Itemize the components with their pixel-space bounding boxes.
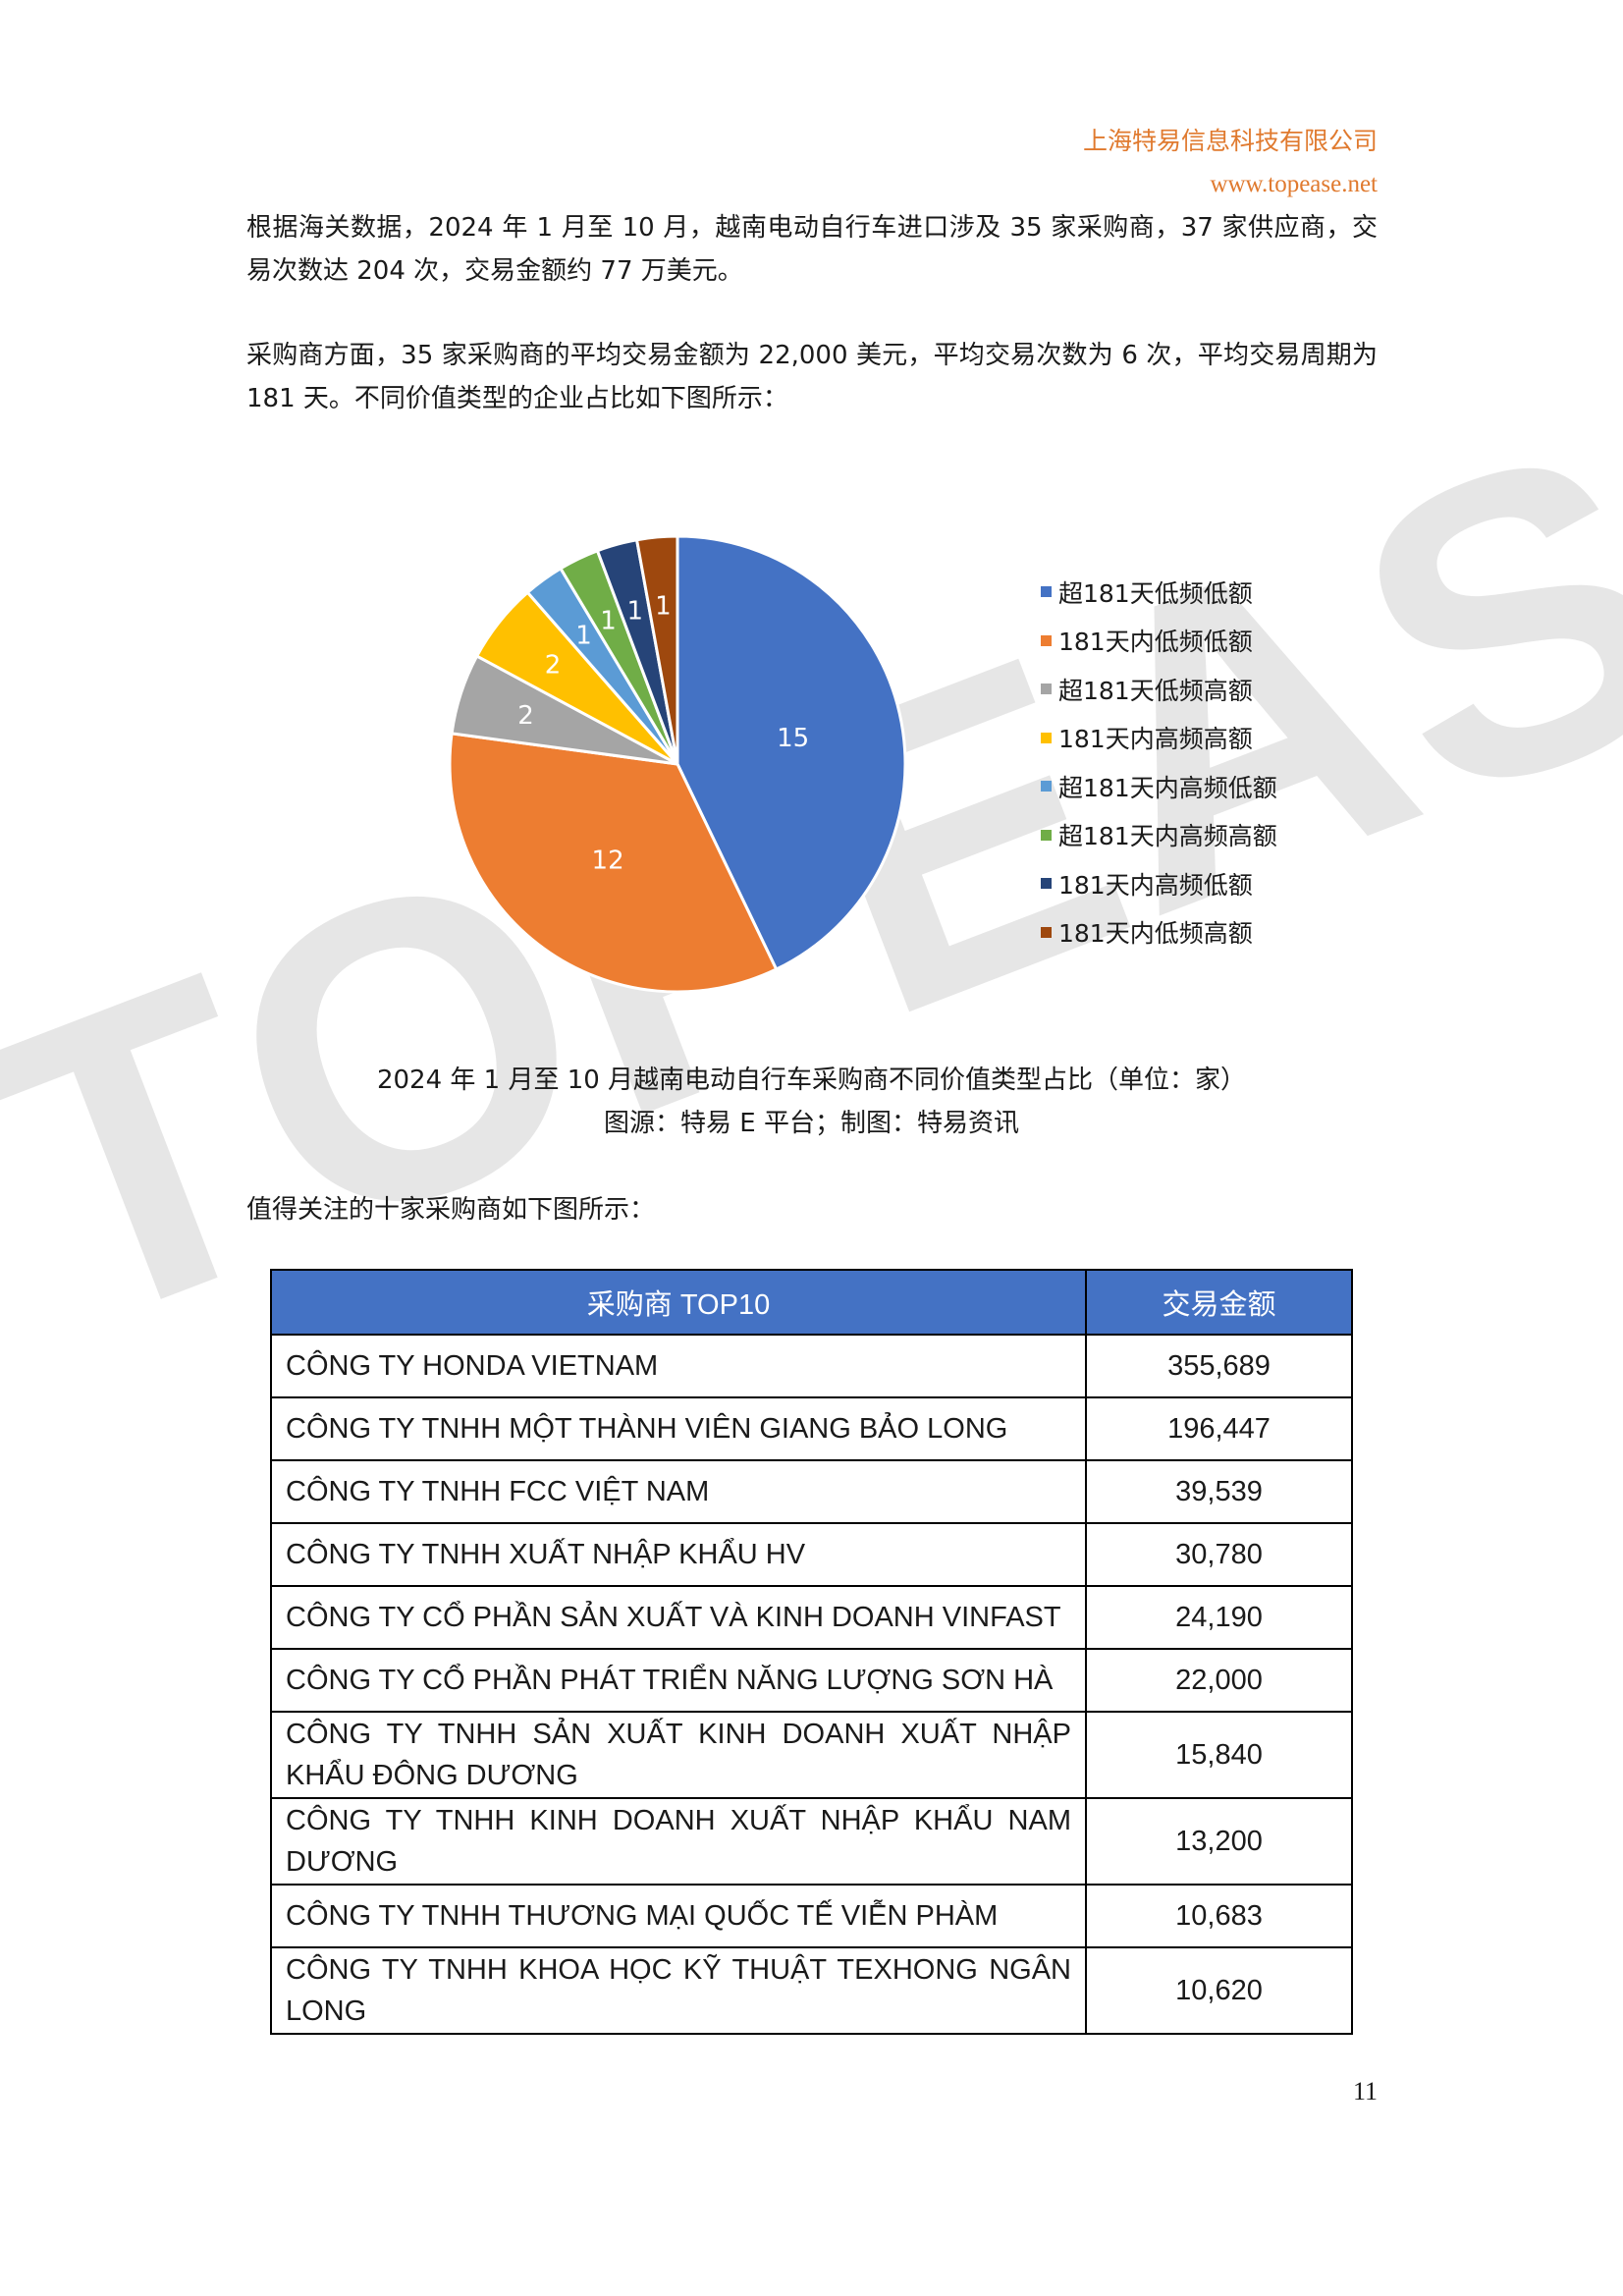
pie-data-label: 1 (655, 591, 672, 621)
buyer-amount: 355,689 (1085, 1334, 1353, 1398)
buyer-name: CÔNG TY TNHH FCC VIỆT NAM (270, 1459, 1087, 1524)
legend-swatch (1041, 781, 1052, 793)
legend-swatch (1041, 634, 1052, 646)
header-amount: 交易金额 (1085, 1269, 1353, 1336)
table-row: CÔNG TY CỔ PHẦN SẢN XUẤT VÀ KINH DOANH V… (270, 1585, 1353, 1650)
buyer-amount: 15,840 (1085, 1711, 1353, 1799)
pie-slice (448, 732, 779, 994)
legend-swatch (1041, 926, 1052, 938)
legend-label: 181天内低频低额 (1058, 628, 1253, 657)
legend-swatch (1041, 586, 1052, 598)
table-row: CÔNG TY TNHH KHOA HỌC KỸ THUẬT TEXHONG N… (270, 1946, 1353, 2035)
legend-swatch (1041, 732, 1052, 743)
legend-label: 181天内高频低额 (1058, 870, 1253, 900)
buyer-name: CÔNG TY CỔ PHẦN PHÁT TRIỂN NĂNG LƯỢNG SƠ… (270, 1648, 1087, 1713)
buyer-name: CÔNG TY TNHH KHOA HỌC KỸ THUẬT TEXHONG N… (270, 1946, 1087, 2035)
pie-data-label: 15 (777, 724, 809, 753)
table-row: CÔNG TY TNHH XUẤT NHẬP KHẨU HV 30,780 (270, 1522, 1353, 1587)
header-url: www.topease.net (1210, 171, 1378, 197)
table-row: CÔNG TY TNHH SẢN XUẤT KINH DOANH XUẤT NH… (270, 1711, 1353, 1799)
buyer-name: CÔNG TY TNHH MỘT THÀNH VIÊN GIANG BẢO LO… (270, 1396, 1087, 1461)
paragraph-buyers: 采购商方面，35 家采购商的平均交易金额为 22,000 美元，平均交易次数为 … (246, 341, 1378, 413)
chart-legend: 超181天低频低额 181天内低频低额 超181天低频高额 181天内高频高额 超181… (1041, 568, 1277, 957)
pie-slice (634, 534, 679, 765)
top10-buyers-table: 采购商 TOP10 交易金额 CÔNG TY HONDA VIETNAM 355… (270, 1269, 1353, 2035)
buyer-name: CÔNG TY TNHH KINH DOANH XUẤT NHẬP KHẨU N… (270, 1797, 1087, 1886)
header-company: 上海特易信息科技有限公司 (1082, 127, 1378, 155)
buyer-name: CÔNG TY CỔ PHẦN SẢN XUẤT VÀ KINH DOANH V… (270, 1585, 1087, 1650)
buyer-name: CÔNG TY TNHH XUẤT NHẬP KHẨU HV (270, 1522, 1087, 1587)
legend-label: 超181天内高频低额 (1058, 773, 1277, 802)
pie-data-label: 1 (575, 622, 592, 651)
legend-item: 超181天低频低额 (1041, 568, 1277, 617)
pie-data-label: 2 (545, 651, 562, 681)
chart-caption: 2024 年 1 月至 10 月越南电动自行车采购商不同价值类型占比（单位：家） (376, 1066, 1247, 1095)
chart-source: 图源：特易 E 平台；制图：特易资讯 (604, 1109, 1019, 1138)
buyer-amount: 13,200 (1085, 1797, 1353, 1886)
buyer-amount: 22,000 (1085, 1648, 1353, 1713)
legend-label: 超181天低频高额 (1058, 676, 1253, 705)
table-row: CÔNG TY TNHH MỘT THÀNH VIÊN GIANG BẢO LO… (270, 1396, 1353, 1461)
buyer-amount: 39,539 (1085, 1459, 1353, 1524)
header-buyer: 采购商 TOP10 (270, 1269, 1087, 1336)
pie-slice (676, 534, 907, 972)
table-row: CÔNG TY TNHH FCC VIỆT NAM 39,539 (270, 1459, 1353, 1524)
legend-label: 超181天低频低额 (1058, 578, 1253, 608)
legend-swatch (1041, 878, 1052, 890)
buyer-amount: 10,620 (1085, 1946, 1353, 2035)
table-row: CÔNG TY TNHH KINH DOANH XUẤT NHẬP KHẨU N… (270, 1797, 1353, 1886)
buyer-amount: 30,780 (1085, 1522, 1353, 1587)
legend-swatch (1041, 683, 1052, 695)
buyer-amount: 24,190 (1085, 1585, 1353, 1650)
legend-label: 181天内高频高额 (1058, 725, 1253, 754)
pie-data-label: 2 (517, 701, 534, 731)
pie-data-label: 12 (592, 847, 624, 876)
legend-item: 超181天低频高额 (1041, 665, 1277, 714)
legend-label: 181天内低频高额 (1058, 919, 1253, 949)
pie-data-label: 1 (600, 607, 617, 636)
page-number: 11 (1352, 2077, 1378, 2105)
legend-item: 181天内高频低额 (1041, 859, 1277, 908)
paragraph-customs: 根据海关数据，2024 年 1 月至 10 月，越南电动自行车进口涉及 35 家… (246, 213, 1378, 286)
table-row: CÔNG TY TNHH THƯƠNG MẠI QUỐC TẾ VIỄN PHÀ… (270, 1884, 1353, 1948)
buyer-name: CÔNG TY HONDA VIETNAM (270, 1334, 1087, 1398)
legend-item: 超181天内高频高额 (1041, 811, 1277, 860)
legend-item: 181天内低频低额 (1041, 617, 1277, 666)
buyer-amount: 196,447 (1085, 1396, 1353, 1461)
table-intro: 值得关注的十家采购商如下图所示： (246, 1195, 656, 1225)
buyer-amount: 10,683 (1085, 1884, 1353, 1948)
legend-label: 超181天内高频高额 (1058, 822, 1277, 851)
table-header-row: 采购商 TOP10 交易金额 (270, 1269, 1353, 1336)
buyer-name: CÔNG TY TNHH THƯƠNG MẠI QUỐC TẾ VIỄN PHÀ… (270, 1884, 1087, 1948)
legend-item: 超181天内高频低额 (1041, 762, 1277, 811)
legend-item: 181天内高频高额 (1041, 714, 1277, 763)
legend-item: 181天内低频高额 (1041, 908, 1277, 957)
table-row: CÔNG TY HONDA VIETNAM 355,689 (270, 1334, 1353, 1398)
pie-data-label: 1 (627, 596, 644, 626)
table-row: CÔNG TY CỔ PHẦN PHÁT TRIỂN NĂNG LƯỢNG SƠ… (270, 1648, 1353, 1713)
buyer-name: CÔNG TY TNHH SẢN XUẤT KINH DOANH XUẤT NH… (270, 1711, 1087, 1799)
legend-swatch (1041, 829, 1052, 841)
